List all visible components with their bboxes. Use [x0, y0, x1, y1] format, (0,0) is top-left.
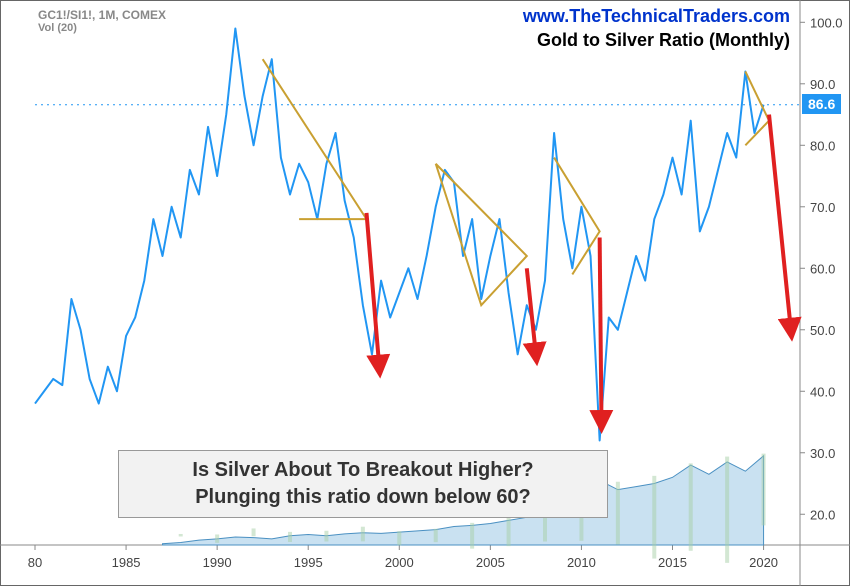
svg-text:80.0: 80.0: [810, 138, 835, 153]
current-price-flag: 86.6: [802, 94, 841, 114]
question-line-2: Plunging this ratio down below 60?: [133, 484, 593, 511]
svg-text:1985: 1985: [112, 555, 141, 570]
svg-text:2005: 2005: [476, 555, 505, 570]
website-link[interactable]: www.TheTechnicalTraders.com: [523, 6, 790, 27]
svg-text:2015: 2015: [658, 555, 687, 570]
question-annotation-box: Is Silver About To Breakout Higher? Plun…: [118, 450, 608, 518]
chart-container: 20.0 30.0 40.0 50.0 60.0 70.0 80.0 90.0 100.0 80 1…: [0, 0, 850, 586]
svg-text:50.0: 50.0: [810, 323, 835, 338]
volume-label: Vol (20): [38, 22, 77, 34]
chart-title: Gold to Silver Ratio (Monthly): [537, 30, 790, 51]
svg-text:2020: 2020: [749, 555, 778, 570]
question-line-1: Is Silver About To Breakout Higher?: [133, 457, 593, 484]
svg-text:100.0: 100.0: [810, 15, 843, 30]
svg-text:80: 80: [28, 555, 42, 570]
svg-text:30.0: 30.0: [810, 446, 835, 461]
ticker-symbol: GC1!/SI1!, 1M, COMEX: [38, 8, 166, 22]
svg-text:1995: 1995: [294, 555, 323, 570]
svg-text:90.0: 90.0: [810, 77, 835, 92]
svg-text:70.0: 70.0: [810, 200, 835, 215]
svg-text:20.0: 20.0: [810, 507, 835, 522]
svg-text:60.0: 60.0: [810, 261, 835, 276]
svg-text:2010: 2010: [567, 555, 596, 570]
svg-text:2000: 2000: [385, 555, 414, 570]
svg-text:1990: 1990: [203, 555, 232, 570]
svg-text:40.0: 40.0: [810, 384, 835, 399]
